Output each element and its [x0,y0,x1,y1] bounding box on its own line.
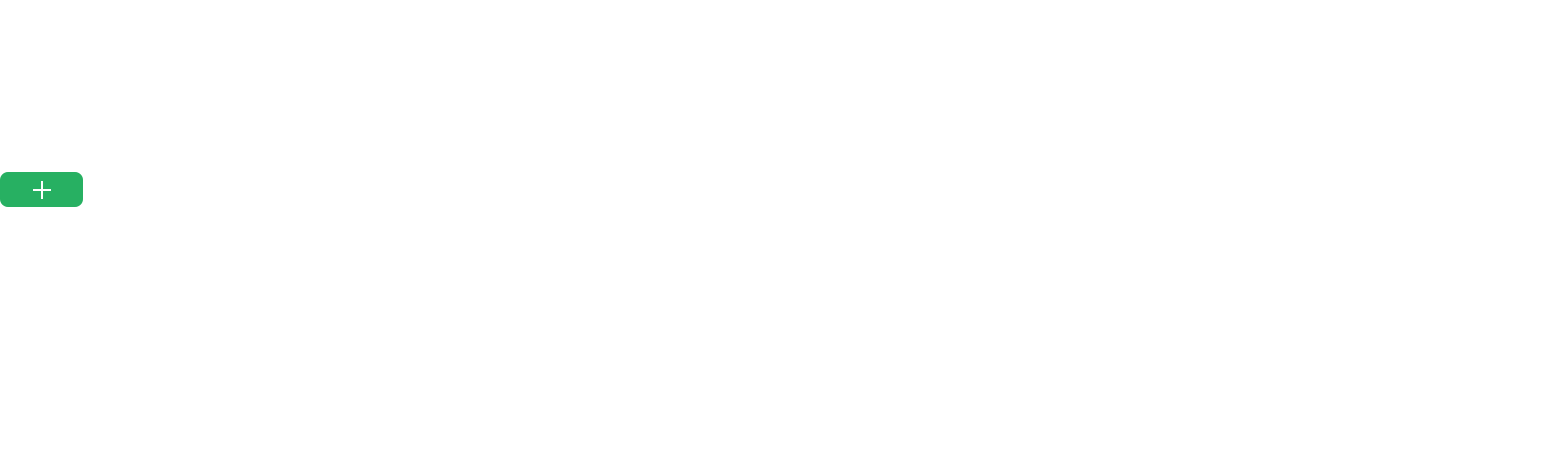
add-button[interactable] [0,172,83,207]
plus-icon [32,180,51,199]
